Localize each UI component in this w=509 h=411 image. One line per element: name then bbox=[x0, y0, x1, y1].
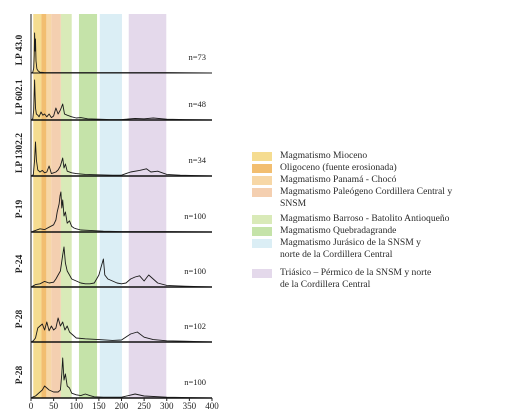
age-band-1 bbox=[41, 14, 47, 398]
sample-label: LP 602.1 bbox=[15, 79, 25, 115]
age-band-5 bbox=[78, 14, 98, 398]
legend-label: Magmatismo Panamá - Chocó bbox=[280, 174, 397, 185]
legend-swatch bbox=[252, 227, 272, 236]
x-tick-label: 150 bbox=[92, 401, 106, 411]
series-curve bbox=[30, 32, 213, 74]
series-curve bbox=[30, 357, 213, 399]
legend-item: Magmatismo Paleógeno Cordillera Central … bbox=[252, 186, 502, 210]
legend-label: Magmatismo Jurásico de la SNSM y norte d… bbox=[280, 237, 421, 260]
sample-label: P-28 bbox=[15, 366, 25, 385]
n-count-label: n=34 bbox=[188, 155, 206, 165]
x-tick-label: 50 bbox=[49, 401, 59, 411]
age-band-2 bbox=[46, 14, 52, 398]
legend-item: Magmatismo Jurásico de la SNSM y norte d… bbox=[252, 237, 502, 261]
age-band-7 bbox=[128, 14, 167, 398]
legend-swatch bbox=[252, 176, 272, 185]
series-curve bbox=[30, 246, 213, 288]
series-curve bbox=[30, 141, 213, 177]
legend-label: Magmatismo Paleógeno Cordillera Central … bbox=[280, 186, 453, 209]
legend-item: Magmatismo Panamá - Chocó bbox=[252, 174, 502, 186]
x-tick-label: 0 bbox=[29, 401, 34, 411]
legend-label: Magmatismo Mioceno bbox=[280, 150, 368, 161]
x-tick-label: 400 bbox=[205, 401, 219, 411]
legend-label: Oligoceno (fuente erosionada) bbox=[280, 162, 397, 173]
legend-swatch bbox=[252, 215, 272, 224]
x-tick-label: 250 bbox=[137, 401, 151, 411]
legend-swatch bbox=[252, 269, 272, 278]
legend-item: Magmatismo Quebradagrande bbox=[252, 225, 502, 237]
legend-item: Oligoceno (fuente erosionada) bbox=[252, 162, 502, 174]
n-count-label: n=48 bbox=[188, 99, 206, 109]
legend-swatch bbox=[252, 152, 272, 161]
sample-label: LP 1302.2 bbox=[15, 133, 25, 173]
legend-item: Magmatismo Mioceno bbox=[252, 150, 502, 162]
n-count-label: n=73 bbox=[188, 52, 206, 62]
legend-item: Triásico – Pérmico de la SNSM y norte de… bbox=[252, 267, 502, 291]
sample-label: P-19 bbox=[15, 200, 25, 219]
n-count-label: n=100 bbox=[184, 266, 206, 276]
x-tick-label: 100 bbox=[70, 401, 84, 411]
legend-swatch bbox=[252, 164, 272, 173]
sample-label: P-28 bbox=[15, 310, 25, 329]
n-count-label: n=102 bbox=[184, 321, 206, 331]
series-curve bbox=[30, 79, 213, 121]
legend-item: Magmatismo Barroso - Batolito Antioqueño bbox=[252, 213, 502, 225]
age-band-6 bbox=[99, 14, 122, 398]
legend-swatch bbox=[252, 239, 272, 248]
x-tick-label: 200 bbox=[115, 401, 129, 411]
legend-swatch bbox=[252, 188, 272, 197]
legend: Magmatismo Mioceno Oligoceno (fuente eros… bbox=[252, 150, 502, 291]
sample-label: P-24 bbox=[15, 255, 25, 274]
legend-label: Magmatismo Quebradagrande bbox=[280, 225, 397, 236]
n-count-label: n=100 bbox=[184, 211, 206, 221]
x-tick-label: 350 bbox=[183, 401, 197, 411]
legend-label: Magmatismo Barroso - Batolito Antioqueño bbox=[280, 213, 450, 224]
sample-label: LP 43.0 bbox=[15, 34, 25, 65]
age-band-0 bbox=[33, 14, 42, 398]
series-curve bbox=[30, 191, 213, 233]
age-band-3 bbox=[51, 14, 61, 398]
series-curve bbox=[30, 317, 213, 343]
x-tick-label: 300 bbox=[160, 401, 174, 411]
n-count-label: n=100 bbox=[184, 377, 206, 387]
age-band-4 bbox=[60, 14, 72, 398]
legend-label: Triásico – Pérmico de la SNSM y norte de… bbox=[280, 267, 432, 290]
